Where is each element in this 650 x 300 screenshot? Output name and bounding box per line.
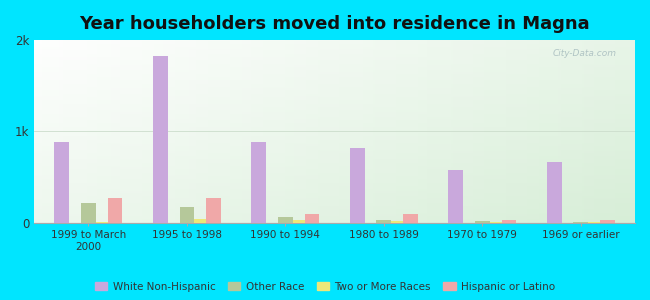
- Bar: [502, 220, 516, 223]
- Bar: [108, 198, 122, 223]
- Bar: [278, 217, 292, 223]
- Bar: [55, 142, 69, 223]
- Bar: [489, 222, 504, 223]
- Bar: [403, 214, 418, 223]
- Bar: [292, 220, 307, 223]
- Bar: [547, 163, 562, 223]
- Bar: [600, 220, 615, 223]
- Bar: [448, 170, 463, 223]
- Legend: White Non-Hispanic, Other Race, Two or More Races, Hispanic or Latino: White Non-Hispanic, Other Race, Two or M…: [92, 278, 558, 295]
- Bar: [206, 198, 221, 223]
- Bar: [573, 222, 588, 223]
- Bar: [376, 220, 391, 223]
- Bar: [252, 142, 266, 223]
- Bar: [179, 207, 194, 223]
- Bar: [391, 221, 406, 223]
- Bar: [96, 222, 111, 223]
- Bar: [153, 56, 168, 223]
- Text: City-Data.com: City-Data.com: [553, 49, 617, 58]
- Bar: [475, 221, 489, 223]
- Bar: [305, 214, 319, 223]
- Bar: [81, 203, 96, 223]
- Bar: [194, 219, 209, 223]
- Bar: [350, 148, 365, 223]
- Title: Year householders moved into residence in Magna: Year householders moved into residence i…: [79, 15, 590, 33]
- Bar: [588, 222, 603, 223]
